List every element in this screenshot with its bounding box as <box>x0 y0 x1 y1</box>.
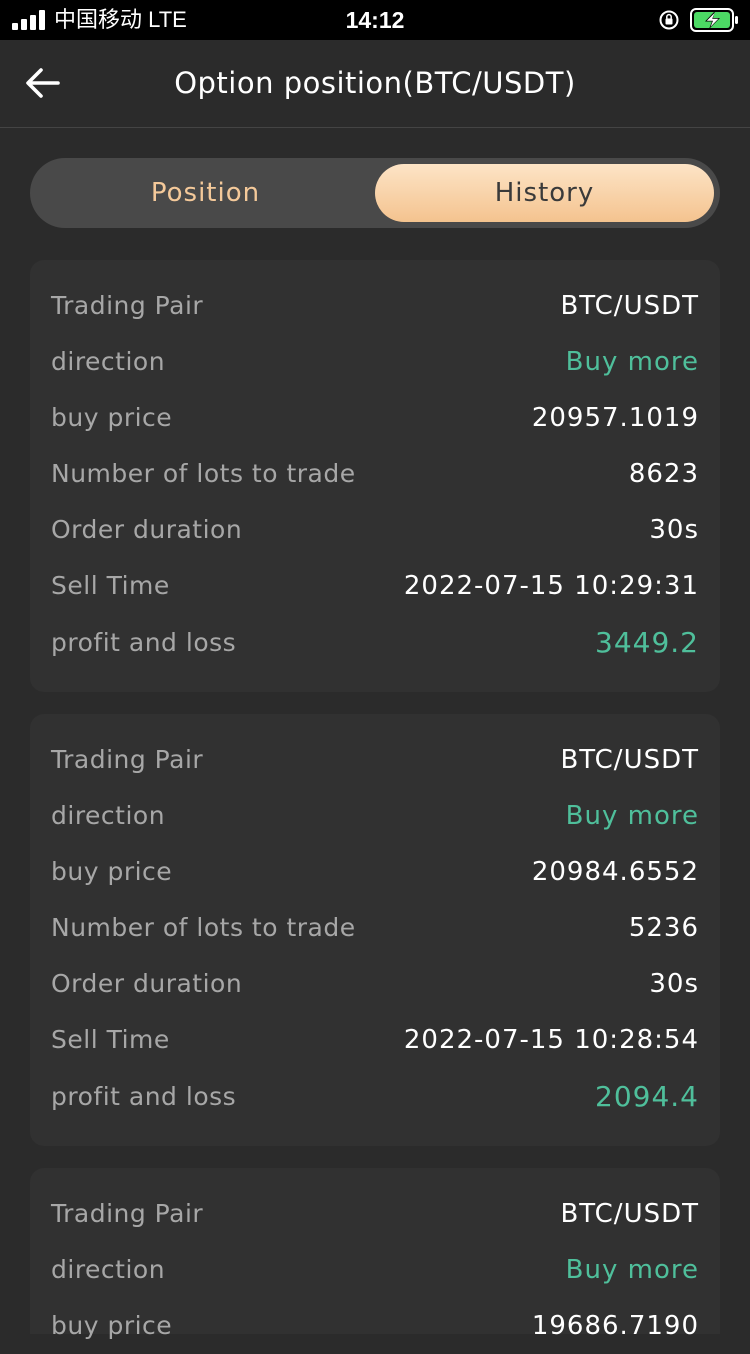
pnl-row: profit and loss 3449.2 <box>51 615 699 671</box>
direction-label: direction <box>51 347 166 376</box>
buy-price-label: buy price <box>51 1311 173 1340</box>
lots-value: 5236 <box>628 913 699 943</box>
direction-row: direction Buy more <box>51 788 699 844</box>
pnl-row: profit and loss 2094.4 <box>51 1069 699 1125</box>
status-bar: 中国移动 LTE 14:12 <box>0 0 750 40</box>
history-record-card: Trading Pair BTC/USDT direction Buy more… <box>30 260 720 692</box>
lots-label: Number of lots to trade <box>51 459 356 488</box>
sell-time-label: Sell Time <box>51 1025 170 1054</box>
direction-label: direction <box>51 801 166 830</box>
battery-charging-icon <box>690 8 738 32</box>
trading-pair-row: Trading Pair BTC/USDT <box>51 1186 699 1242</box>
direction-row: direction Buy more <box>51 1242 699 1298</box>
buy-price-row: buy price 19686.7190 <box>51 1298 699 1354</box>
trading-pair-label: Trading Pair <box>51 291 204 320</box>
direction-label: direction <box>51 1255 166 1284</box>
direction-row: direction Buy more <box>51 334 699 390</box>
duration-row: Order duration 30s <box>51 956 699 1012</box>
pnl-label: profit and loss <box>51 628 237 657</box>
buy-price-value: 19686.7190 <box>531 1311 699 1341</box>
sell-time-label: Sell Time <box>51 571 170 600</box>
tab-history[interactable]: History <box>375 164 714 222</box>
sell-time-value: 2022-07-15 10:29:31 <box>403 571 699 601</box>
pnl-value: 2094.4 <box>595 1080 699 1113</box>
direction-value: Buy more <box>565 801 699 831</box>
lots-row: Number of lots to trade 8623 <box>51 446 699 502</box>
duration-label: Order duration <box>51 515 243 544</box>
trading-pair-value: BTC/USDT <box>560 745 699 775</box>
lots-label: Number of lots to trade <box>51 913 356 942</box>
trading-pair-value: BTC/USDT <box>560 291 699 321</box>
lots-row: Number of lots to trade 5236 <box>51 900 699 956</box>
buy-price-label: buy price <box>51 403 173 432</box>
carrier-label: 中国移动 LTE <box>54 7 187 32</box>
status-time: 14:12 <box>345 7 405 33</box>
buy-price-value: 20957.1019 <box>531 403 699 433</box>
arrow-left-icon[interactable] <box>24 64 62 102</box>
trading-pair-row: Trading Pair BTC/USDT <box>51 732 699 788</box>
tab-position[interactable]: Position <box>150 178 261 208</box>
pnl-label: profit and loss <box>51 1082 237 1111</box>
signal-strength-icon <box>12 10 48 30</box>
trading-pair-label: Trading Pair <box>51 745 204 774</box>
duration-row: Order duration 30s <box>51 502 699 558</box>
direction-value: Buy more <box>565 1255 699 1285</box>
pnl-value: 3449.2 <box>595 626 699 659</box>
trading-pair-label: Trading Pair <box>51 1199 204 1228</box>
nav-bar: Option position(BTC/USDT) <box>0 40 750 128</box>
lots-value: 8623 <box>628 459 699 489</box>
trading-pair-value: BTC/USDT <box>560 1199 699 1229</box>
duration-value: 30s <box>649 515 699 545</box>
duration-value: 30s <box>649 969 699 999</box>
history-record-card: Trading Pair BTC/USDT direction Buy more… <box>30 1168 720 1341</box>
trading-pair-row: Trading Pair BTC/USDT <box>51 278 699 334</box>
buy-price-label: buy price <box>51 857 173 886</box>
position-history-tabs: Position History <box>30 158 720 228</box>
buy-price-value: 20984.6552 <box>531 857 699 887</box>
sell-time-value: 2022-07-15 10:28:54 <box>403 1025 699 1055</box>
duration-label: Order duration <box>51 969 243 998</box>
direction-value: Buy more <box>565 347 699 377</box>
page-title: Option position(BTC/USDT) <box>174 66 576 100</box>
orientation-lock-icon <box>659 10 679 30</box>
sell-time-row: Sell Time 2022-07-15 10:28:54 <box>51 1012 699 1068</box>
history-record-card: Trading Pair BTC/USDT direction Buy more… <box>30 714 720 1146</box>
sell-time-row: Sell Time 2022-07-15 10:29:31 <box>51 558 699 614</box>
buy-price-row: buy price 20957.1019 <box>51 390 699 446</box>
buy-price-row: buy price 20984.6552 <box>51 844 699 900</box>
